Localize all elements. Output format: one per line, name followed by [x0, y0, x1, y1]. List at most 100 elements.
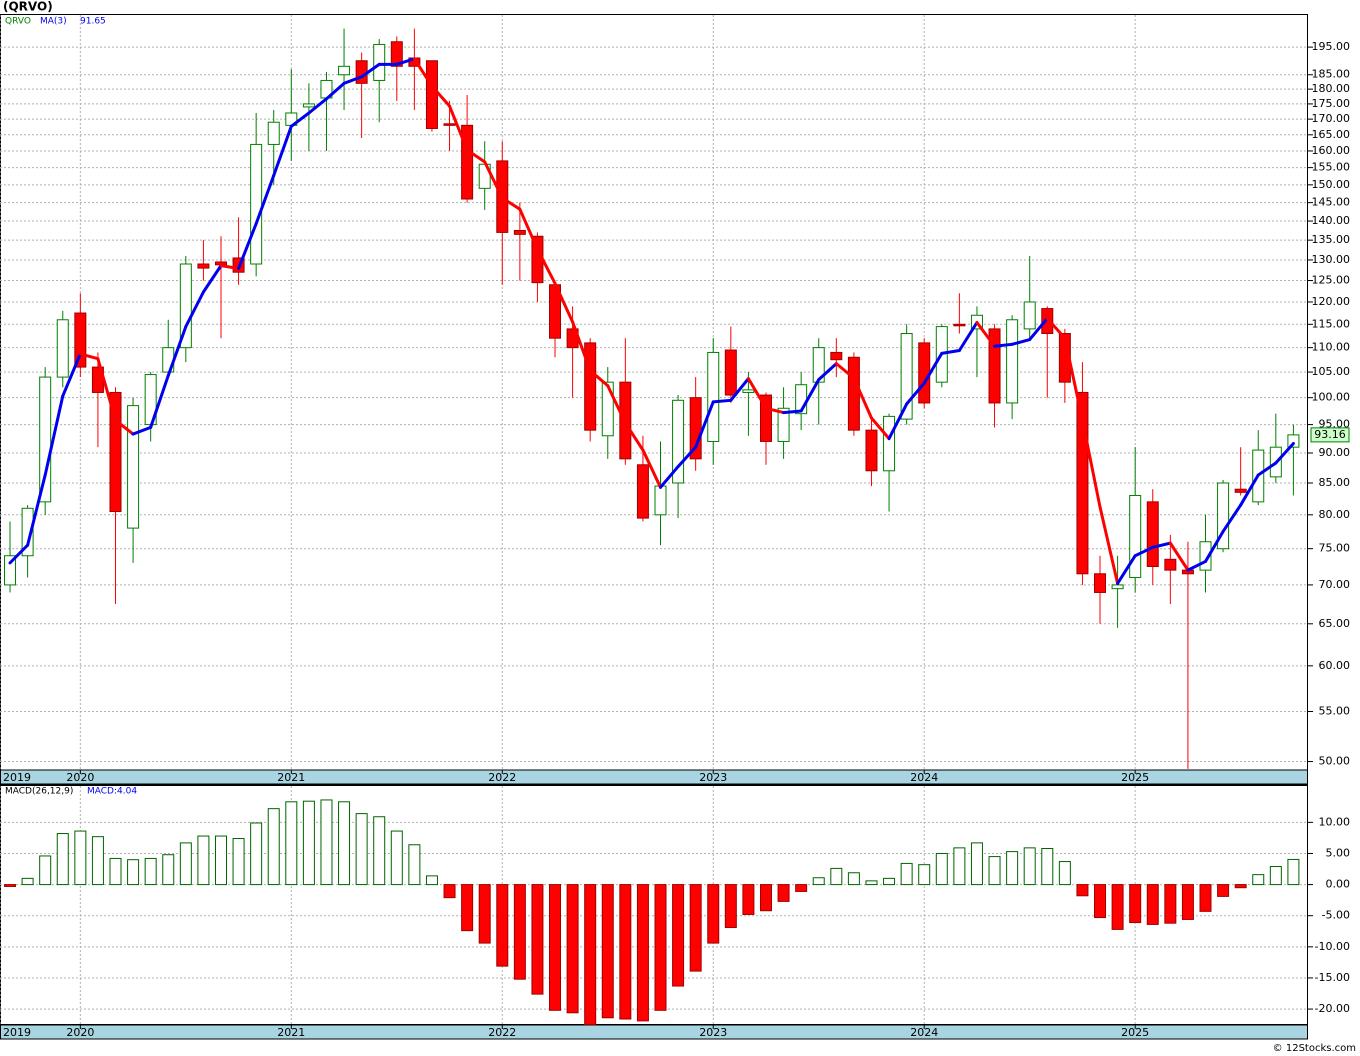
y-tick-label: 5.00 — [1326, 846, 1351, 859]
ma-line — [8, 543, 30, 565]
candle-body — [654, 485, 667, 516]
x-tick-label: 2023 — [699, 771, 727, 784]
candle-body — [672, 399, 685, 484]
ma-line — [78, 352, 100, 361]
ma-line — [1010, 338, 1032, 346]
macd-bar — [1129, 884, 1142, 924]
y-tick-label: 0.00 — [1326, 878, 1351, 891]
ma-line — [324, 81, 346, 101]
y-tick-label: 195.00 — [1312, 40, 1351, 53]
macd-bar — [355, 813, 368, 886]
y-tick-label: 140.00 — [1312, 214, 1351, 227]
macd-bar — [461, 884, 474, 932]
candle-body — [689, 397, 702, 460]
ma-line — [817, 362, 838, 382]
candle-body — [759, 394, 772, 442]
ma-line — [588, 369, 610, 388]
y-tick-label: 135.00 — [1312, 233, 1351, 246]
last-price: 93.16 — [1314, 428, 1346, 441]
macd-bar — [1164, 884, 1177, 924]
macd-bar — [320, 799, 333, 886]
ma-line — [1168, 541, 1190, 572]
macd-bar — [1006, 851, 1019, 886]
macd-bar — [777, 884, 790, 902]
y-tick-label: 90.00 — [1319, 446, 1351, 459]
candle-body — [847, 356, 860, 431]
macd-bar — [970, 842, 983, 886]
candle-body — [443, 123, 456, 126]
macd-bar — [1217, 884, 1230, 897]
macd-bar — [742, 884, 755, 915]
macd-bar — [39, 855, 52, 886]
macd-bar — [56, 833, 69, 886]
y-tick-label: 50.00 — [1319, 755, 1351, 768]
macd-bar — [250, 822, 263, 886]
ma-line — [500, 196, 522, 211]
macd-bar — [179, 842, 192, 886]
x-tick-label: 2025 — [1121, 771, 1149, 784]
candle-body — [373, 43, 386, 81]
candle-body — [1076, 391, 1089, 575]
macd-bar — [759, 884, 772, 912]
x-tick-label: 2023 — [699, 1026, 727, 1039]
x-tick-label: 2025 — [1121, 1026, 1149, 1039]
ma-line — [1116, 554, 1137, 585]
candle-body — [179, 263, 192, 349]
ma-line — [729, 377, 750, 402]
ma-line — [360, 62, 381, 79]
macd-bar — [232, 838, 245, 886]
candle-body — [1287, 434, 1300, 448]
candle-body — [900, 333, 913, 420]
macd-bar — [4, 884, 17, 887]
candle-body — [1041, 308, 1054, 335]
macd-bar — [443, 884, 456, 899]
macd-bar — [496, 884, 509, 967]
ma-line — [1098, 505, 1120, 585]
macd-bar — [1287, 858, 1300, 886]
ma-line — [1239, 473, 1260, 507]
ma-line — [395, 57, 416, 66]
ma-line — [1204, 529, 1225, 563]
ma-line — [1186, 559, 1208, 572]
candle-body — [601, 381, 614, 437]
macd-bar — [636, 884, 649, 1022]
candle-body — [109, 391, 122, 513]
footer: © 12Stocks.com — [1273, 1043, 1356, 1054]
price-frame — [0, 14, 1308, 785]
ma-line — [254, 173, 276, 226]
ma-line — [1133, 545, 1155, 558]
candle-body — [39, 376, 52, 503]
candle-body — [953, 323, 966, 327]
x-tick-label: 2021 — [277, 771, 305, 784]
ma-line — [272, 124, 293, 177]
y-tick-label: -10.00 — [1315, 940, 1350, 953]
ma-line — [940, 349, 961, 355]
ma-line — [606, 384, 627, 425]
macd-bar — [197, 835, 210, 886]
y-tick-label: -15.00 — [1315, 971, 1350, 984]
candle-body — [127, 405, 140, 529]
macd-bar — [1234, 884, 1247, 889]
macd-bar — [935, 852, 948, 886]
macd-frame — [0, 785, 1308, 1025]
macd-bar — [408, 844, 421, 886]
ma-line — [430, 84, 452, 108]
ma-line — [342, 75, 364, 85]
candle-body — [1234, 488, 1247, 493]
y-tick-label: 180.00 — [1312, 82, 1351, 95]
ma-line — [201, 264, 223, 294]
macd-bar — [689, 884, 702, 972]
legend-ma: MA(3) — [40, 17, 67, 27]
x-tick-label: 2019 — [3, 771, 31, 784]
candle-body — [302, 103, 315, 108]
y-tick-label: 65.00 — [1319, 617, 1351, 630]
macd-bar — [830, 867, 843, 886]
macd-bar — [373, 816, 386, 886]
candle-body — [267, 121, 280, 145]
x-tick-label: 2019 — [3, 1026, 31, 1039]
ma-line — [1256, 461, 1278, 477]
macd-bar — [1076, 884, 1089, 897]
macd-bar — [478, 884, 491, 944]
